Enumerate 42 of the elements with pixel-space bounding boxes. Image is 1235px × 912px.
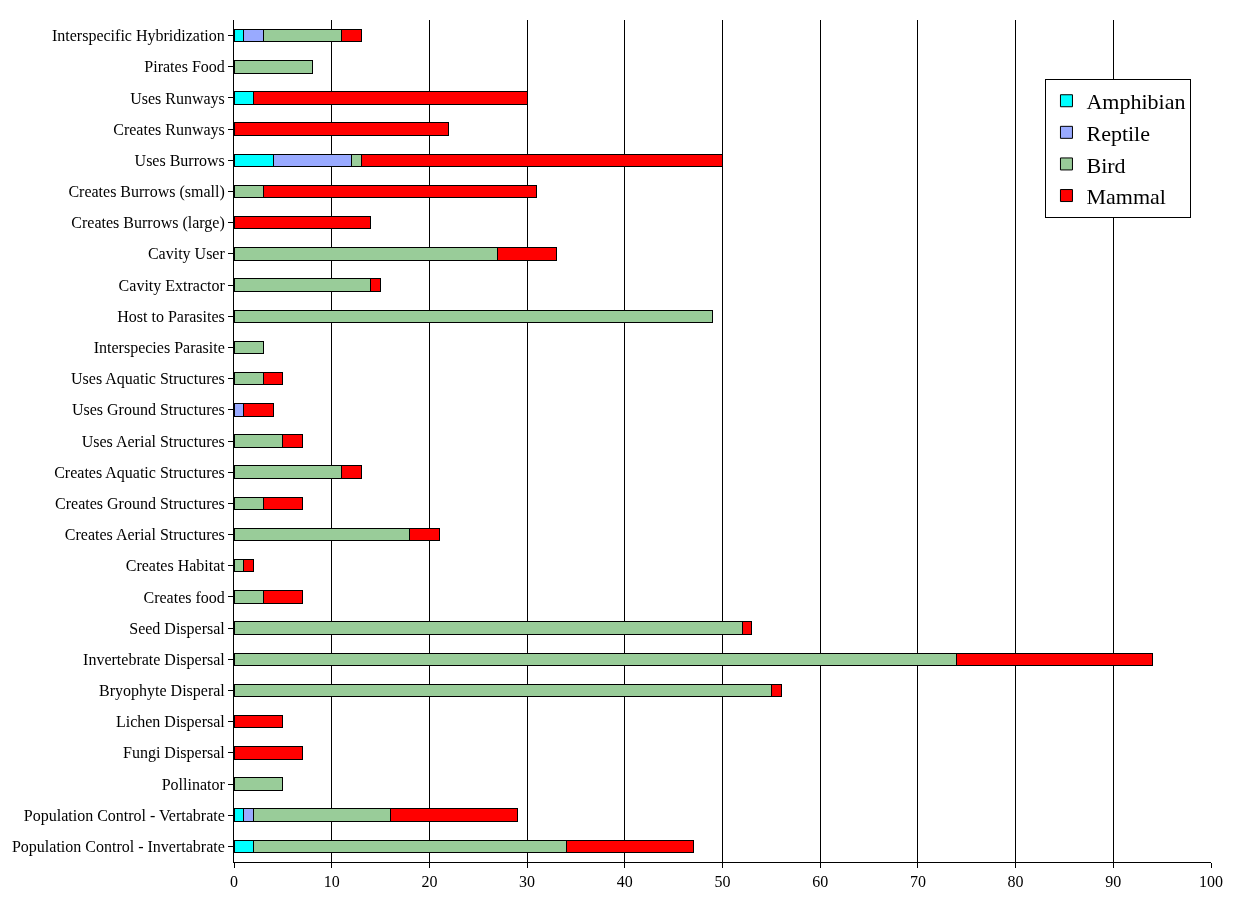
x-tick-label: 100 xyxy=(1199,873,1223,891)
y-tick-label: Creates Burrows (small) xyxy=(68,183,225,202)
y-tick-label: Population Control - Invertabrate xyxy=(11,838,225,857)
y-tick-label: Interspecific Hybridization xyxy=(51,27,225,46)
y-tick-label: Creates food xyxy=(143,588,225,606)
y-tick-label: Bryophyte Disperal xyxy=(99,682,226,701)
y-tick-label: Uses Runways xyxy=(130,89,225,108)
x-tick-label: 0 xyxy=(230,873,238,891)
y-tick-label: Creates Habitat xyxy=(125,557,226,575)
y-tick-label: Population Control - Vertabrate xyxy=(23,806,225,825)
y-tick-label: Invertebrate Dispersal xyxy=(83,650,226,669)
y-tick-label: Lichen Dispersal xyxy=(115,713,226,732)
y-tick-label: Uses Ground Structures xyxy=(71,401,225,419)
y-tick-label: Host to Parasites xyxy=(117,307,225,325)
x-tick-label: 80 xyxy=(1007,873,1024,891)
x-tick-label: 50 xyxy=(714,873,731,891)
x-tick-label: 40 xyxy=(616,873,633,891)
y-tick-label: Uses Aerial Structures xyxy=(81,432,225,450)
y-tick-label: Creates Aerial Structures xyxy=(64,526,225,544)
x-tick-label: 70 xyxy=(909,873,926,891)
y-tick-label: Fungi Dispersal xyxy=(123,744,226,763)
x-tick-label: 20 xyxy=(421,873,438,891)
legend-label: Mammal xyxy=(1086,184,1166,210)
x-tick-label: 30 xyxy=(519,873,536,891)
y-tick-label: Creates Runways xyxy=(113,120,225,139)
legend-label: Reptile xyxy=(1086,120,1151,146)
y-tick-label: Creates Ground Structures xyxy=(55,494,225,512)
y-tick-label: Uses Aquatic Structures xyxy=(71,370,225,389)
y-tick-label: Pollinator xyxy=(161,775,226,793)
legend-label: Amphibian xyxy=(1086,89,1186,115)
y-tick-label: Creates Burrows (large) xyxy=(71,214,225,233)
legend-label: Bird xyxy=(1086,152,1126,178)
y-tick-label: Uses Burrows xyxy=(134,151,225,169)
x-tick-label: 90 xyxy=(1105,873,1122,891)
x-tick-label: 10 xyxy=(323,873,340,891)
y-tick-label: Cavity User xyxy=(147,245,226,264)
y-tick-label: Pirates Food xyxy=(144,58,225,76)
y-tick-label: Interspecies Parasite xyxy=(93,339,225,358)
y-tick-label: Seed Dispersal xyxy=(129,619,226,638)
y-tick-label: Creates Aquatic Structures xyxy=(54,463,225,482)
x-tick-label: 60 xyxy=(812,873,829,891)
y-tick-label: Cavity Extractor xyxy=(118,276,226,295)
